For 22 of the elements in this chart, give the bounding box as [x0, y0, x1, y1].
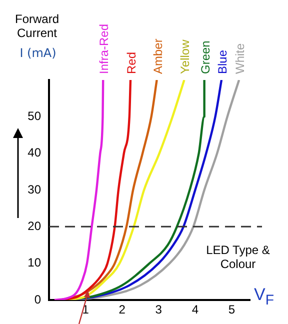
x-tick-label: 5: [228, 302, 236, 317]
line-series: [53, 80, 104, 300]
text: Infra-Red: [97, 24, 112, 74]
text: Red: [124, 52, 138, 74]
y-tick-label: 20: [28, 218, 42, 233]
x-tick-label: 3: [155, 302, 162, 317]
y-tick-label: 40: [28, 146, 42, 160]
text: Blue: [215, 50, 230, 74]
text: Green: [198, 40, 212, 74]
y-tick-label: 30: [28, 182, 42, 196]
y-tick-label: 50: [28, 108, 42, 123]
text: White: [233, 43, 248, 74]
text: Amber: [150, 38, 165, 74]
x-tick-label: 2: [118, 302, 126, 317]
annotation: LED Type & Colour: [205, 243, 271, 271]
y-tick-label: 10: [28, 256, 42, 270]
x-tick-label: 4: [192, 302, 199, 317]
chart-title: Forward Current: [14, 12, 60, 40]
y-axis-title: I (mA): [18, 46, 58, 60]
text: Yellow: [178, 39, 192, 74]
x-axis-title: V$_{F}$: [254, 285, 274, 310]
y-tick-label: 0: [34, 292, 42, 306]
